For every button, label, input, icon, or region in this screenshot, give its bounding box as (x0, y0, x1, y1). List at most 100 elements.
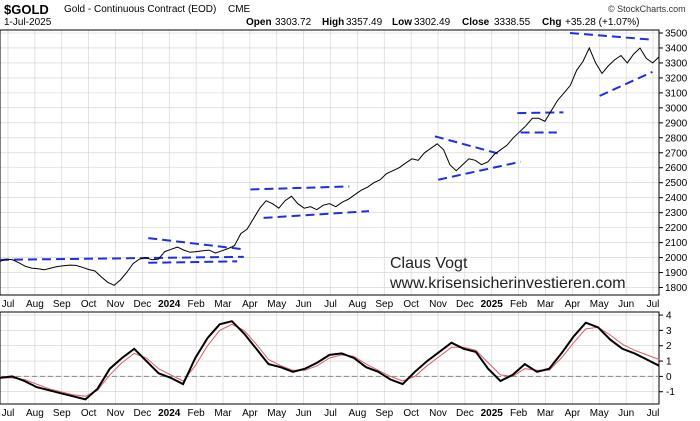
price-y-tick-label: 3100 (665, 88, 688, 99)
price-x-tick-label: Mar (214, 299, 232, 310)
chg-value: +35.28 (+1.07%) (565, 17, 640, 28)
price-x-tick-label: Jun (296, 299, 312, 310)
high-value: 3357.49 (346, 17, 383, 28)
price-x-tick-label: Dec (456, 299, 474, 310)
osc-x-tick-label: Oct (403, 408, 419, 419)
price-y-tick-label: 2200 (665, 223, 688, 234)
osc-x-tick-label: May (590, 408, 609, 419)
osc-x-tick-label: Dec (456, 408, 474, 419)
oscillator-line (0, 320, 660, 401)
price-x-tick-label: Apr (242, 299, 258, 310)
price-y-tick-label: 2000 (665, 253, 688, 264)
close-label: Close (462, 17, 490, 28)
price-series-line (0, 46, 660, 286)
trendline (599, 71, 653, 97)
price-x-tick-label: Jun (618, 299, 634, 310)
osc-x-tick-label: Apr (565, 408, 581, 419)
osc-x-tick-label: 2025 (481, 408, 504, 419)
osc-x-tick-label: Jun (296, 408, 312, 419)
osc-y-tick-label: 2 (666, 341, 672, 352)
trendline (250, 185, 350, 191)
open-value: 3303.72 (275, 17, 312, 28)
osc-x-tick-label: 2024 (158, 408, 181, 419)
price-plot-frame (0, 29, 660, 296)
price-x-tick-label: Feb (188, 299, 206, 310)
price-y-tick-label: 2800 (665, 133, 688, 144)
low-value: 3302.49 (414, 17, 451, 28)
open-label: Open (246, 17, 272, 28)
price-y-tick-label: 2400 (665, 193, 688, 204)
chg-label: Chg (542, 17, 562, 28)
price-y-tick-label: 2600 (665, 163, 688, 174)
price-y-tick-label: 2500 (665, 178, 688, 189)
oscillator-y-axis: 4 3 2 1 0 -1 (659, 311, 675, 398)
osc-x-tick-label: Jun (618, 408, 634, 419)
osc-x-tick-label: May (267, 408, 286, 419)
chart-header: $GOLD Gold - Continuous Contract (EOD) C… (0, 0, 700, 30)
price-x-tick-label: Sep (375, 299, 393, 310)
symbol: $GOLD (4, 2, 49, 17)
trendline (434, 135, 502, 156)
price-x-tick-label: Oct (403, 299, 419, 310)
price-y-tick-label: 3500 (665, 28, 688, 39)
price-x-tick-label: Oct (81, 299, 97, 310)
price-y-axis: 1800 1900 2000 2100 2200 2300 2400 2500 2600 2700… (659, 28, 688, 294)
price-x-tick-label: Mar (537, 299, 555, 310)
osc-x-tick-label: Aug (348, 408, 366, 419)
close-value: 3338.55 (494, 17, 531, 28)
trendline (569, 31, 653, 41)
oscillator-x-axis: Jul Aug Sep Oct Nov Dec 2024 Feb Mar Apr May Jun Jul… (2, 408, 660, 419)
price-y-tick-label: 3000 (665, 103, 688, 114)
osc-x-tick-label: Sep (375, 408, 393, 419)
price-y-tick-label: 2300 (665, 208, 688, 219)
price-x-tick-label: 2024 (158, 299, 181, 310)
osc-y-tick-label: 0 (666, 372, 672, 383)
price-x-tick-label: 2025 (481, 299, 504, 310)
price-y-tick-label: 2700 (665, 148, 688, 159)
osc-y-tick-label: 1 (666, 357, 672, 368)
osc-x-tick-label: Feb (510, 408, 528, 419)
price-x-axis: Jul Aug Sep Oct Nov Dec 2024 Feb Mar Apr May Jun Jul… (2, 299, 660, 310)
osc-y-tick-label: -1 (666, 387, 675, 398)
osc-x-tick-label: Aug (26, 408, 44, 419)
trendline (0, 255, 244, 261)
exchange: CME (228, 4, 251, 15)
price-x-tick-label: May (590, 299, 609, 310)
osc-y-tick-label: 3 (666, 326, 672, 337)
osc-x-tick-label: Nov (107, 408, 125, 419)
price-x-tick-label: Jul (324, 299, 337, 310)
oscillator-chart: 4 3 2 1 0 -1 Jul Aug Sep Oct Nov Dec 2024 Feb Mar Apr M… (0, 311, 675, 419)
osc-x-tick-label: Sep (53, 408, 71, 419)
osc-x-tick-label: Mar (214, 408, 232, 419)
price-x-tick-label: Nov (107, 299, 125, 310)
osc-y-tick-label: 4 (666, 311, 672, 322)
trendline (148, 260, 238, 264)
price-y-tick-label: 3400 (665, 43, 688, 54)
oscillator-plot-frame (0, 311, 660, 405)
price-y-tick-label: 2100 (665, 238, 688, 249)
price-y-tick-label: 1900 (665, 268, 688, 279)
low-label: Low (392, 17, 412, 28)
trendlines (0, 31, 653, 264)
trendline (148, 237, 244, 251)
trendline (517, 111, 564, 115)
osc-x-tick-label: Jul (324, 408, 337, 419)
osc-x-tick-label: Mar (537, 408, 555, 419)
price-y-tick-label: 2900 (665, 118, 688, 129)
watermark-author: Claus Vogt (390, 255, 468, 272)
osc-x-tick-label: Oct (81, 408, 97, 419)
trendline (263, 210, 370, 219)
price-grid (0, 30, 659, 295)
price-x-tick-label: Aug (26, 299, 44, 310)
osc-x-tick-label: Nov (429, 408, 447, 419)
price-x-tick-label: May (267, 299, 286, 310)
quote-date: 1-Jul-2025 (4, 17, 52, 28)
watermark-url: www.krisensicherinvestieren.com (389, 275, 626, 292)
price-y-tick-label: 3300 (665, 58, 688, 69)
price-x-tick-label: Feb (510, 299, 528, 310)
price-x-tick-label: Nov (429, 299, 447, 310)
price-x-tick-label: Jul (2, 299, 15, 310)
instrument-name: Gold - Continuous Contract (EOD) (64, 4, 217, 15)
price-x-tick-label: Sep (53, 299, 71, 310)
price-y-tick-label: 1800 (665, 283, 688, 294)
